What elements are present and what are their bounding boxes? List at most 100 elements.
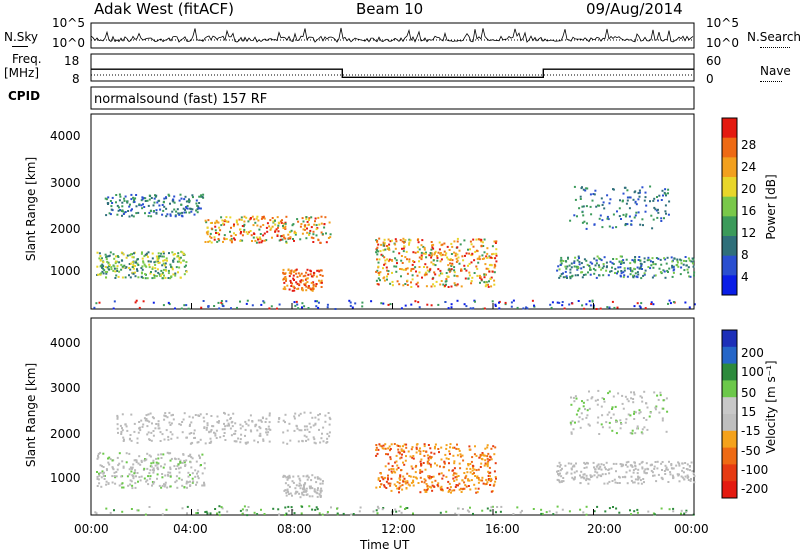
power-echo-point (319, 241, 322, 244)
power-echo-point (167, 193, 170, 196)
power-echo-point (98, 252, 101, 255)
velocity-echo-point (676, 473, 679, 476)
velocity-echo-point (387, 453, 389, 456)
velocity-echo-point (312, 424, 315, 427)
velocity-echo-point (302, 490, 305, 493)
power-echo-point (641, 218, 644, 221)
velocity-echo-point (419, 469, 422, 471)
velocity-echo-point (660, 507, 663, 510)
power-echo-point (214, 229, 217, 232)
power-echo-point (531, 299, 534, 302)
velocity-echo-point (457, 475, 460, 477)
power-echo-point (112, 253, 115, 256)
velocity-echo-point (621, 402, 624, 405)
velocity-echo-point (391, 471, 394, 474)
power-echo-point (297, 220, 300, 223)
power-echo-point (354, 302, 357, 305)
power-echo-point (662, 194, 664, 197)
velocity-echo-point (300, 484, 303, 487)
velocity-echo-point (596, 464, 599, 467)
power-echo-point (444, 280, 447, 283)
power-echo-point (266, 230, 269, 233)
power-echo-point (214, 225, 217, 228)
velocity-echo-point (136, 437, 139, 440)
power-echo-point (293, 239, 295, 242)
power-echo-point (637, 198, 640, 201)
velocity-echo-point (199, 438, 202, 441)
power-echo-point (463, 303, 466, 306)
power-echo-point (409, 239, 412, 242)
nsearch-tick-high: 10^5 (706, 16, 739, 30)
power-echo-point (667, 271, 669, 273)
power-echo-point (181, 211, 184, 214)
power-echo-point (283, 236, 286, 239)
velocity-echo-point (486, 446, 489, 449)
power-echo-point (659, 258, 662, 261)
velocity-echo-point (594, 468, 597, 471)
velocity-echo-point (101, 470, 104, 473)
velocity-echo-point (204, 511, 207, 513)
velocity-echo-point (284, 489, 287, 492)
velocity-echo-point (189, 423, 191, 426)
power-echo-point (450, 265, 453, 267)
power-echo-point (122, 253, 125, 256)
power-echo-point (640, 264, 643, 267)
power-echo-point (132, 256, 135, 259)
power-echo-point (112, 269, 115, 272)
velocity-echo-point (292, 475, 295, 478)
power-echo-point (634, 214, 637, 217)
velocity-echo-point (455, 472, 458, 475)
velocity-echo-point (138, 455, 141, 458)
velocity-echo-point (419, 453, 422, 455)
velocity-echo-point (206, 424, 209, 427)
velocity-echo-point (140, 419, 143, 422)
velocity-echo-point (575, 397, 578, 400)
velocity-echo-point (629, 432, 632, 434)
velocity-echo-point (235, 440, 237, 443)
power-echo-point (639, 267, 642, 270)
velocity-echo-point (479, 479, 482, 482)
velocity-echo-point (541, 512, 544, 515)
power-echo-point (105, 256, 108, 259)
velocity-colorbar-segment (722, 481, 737, 499)
power-echo-point (581, 205, 584, 208)
velocity-echo-point (636, 478, 639, 481)
power-echo-point (424, 252, 427, 255)
power-echo-point (185, 206, 188, 208)
velocity-echo-point (146, 467, 149, 470)
velocity-echo-point (321, 513, 324, 516)
velocity-echo-point (448, 452, 451, 455)
velocity-echo-point (389, 449, 391, 452)
power-echo-point (106, 260, 109, 263)
velocity-echo-point (631, 429, 634, 432)
power-echo-point (280, 235, 283, 238)
power-echo-point (100, 272, 103, 275)
power-echo-point (169, 202, 171, 205)
power-echo-point (140, 252, 143, 255)
velocity-echo-point (630, 391, 633, 394)
vel-ytick-3000: 3000 (50, 381, 81, 395)
velocity-echo-point (692, 472, 695, 475)
power-echo-point (101, 270, 104, 273)
velocity-echo-point (125, 425, 128, 428)
power-echo-point (239, 228, 242, 231)
power-echo-point (120, 251, 123, 254)
velocity-echo-point (601, 397, 604, 400)
velocity-echo-point (560, 475, 563, 478)
power-echo-point (150, 271, 152, 273)
power-echo-point (377, 250, 380, 253)
power-echo-point (318, 223, 321, 226)
velocity-echo-point (377, 478, 380, 481)
power-echo-point (159, 255, 162, 258)
velocity-echo-point (451, 446, 454, 449)
nsearch-dotted (760, 47, 790, 48)
power-echo-point (136, 262, 139, 265)
power-echo-point (145, 254, 148, 256)
velocity-echo-point (380, 472, 382, 475)
power-echo-point (130, 198, 133, 201)
velocity-echo-point (278, 513, 281, 516)
velocity-echo-point (610, 416, 613, 419)
velocity-echo-point (680, 475, 683, 478)
velocity-echo-point (305, 435, 308, 438)
power-echo-point (294, 233, 297, 236)
